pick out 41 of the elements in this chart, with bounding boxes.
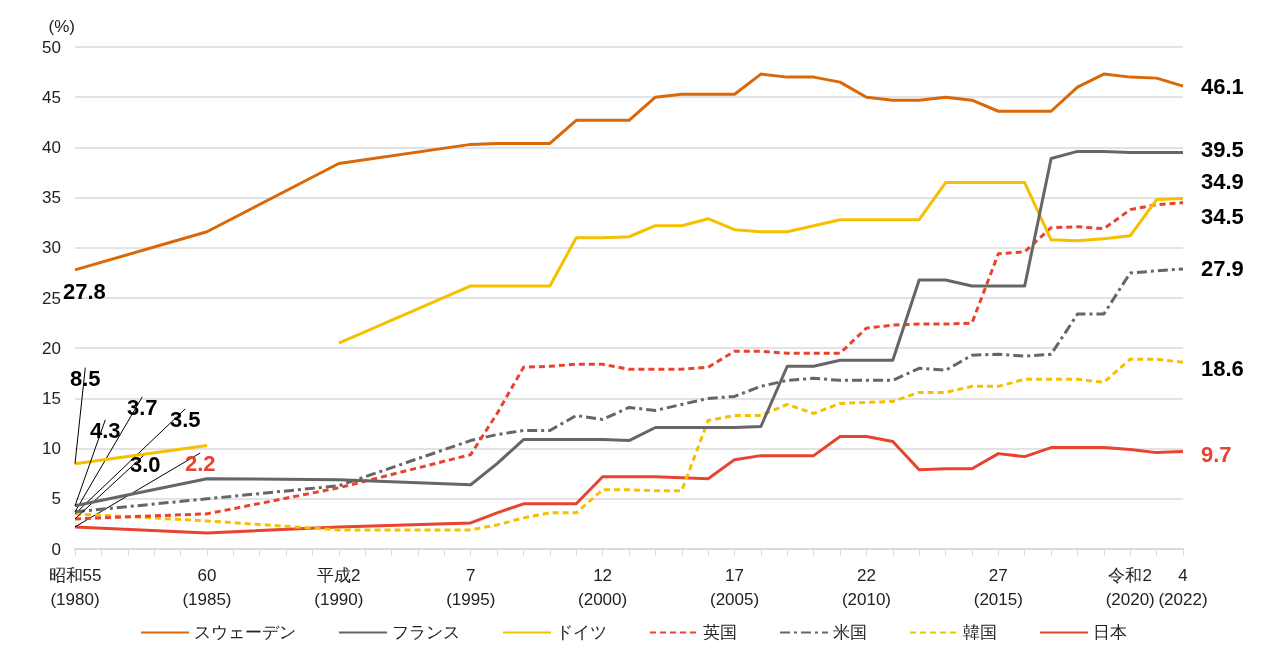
y-tick-label: 30 [42, 238, 61, 258]
x-tick-label: 22 (2010) [841, 565, 892, 609]
data-label: 3.0 [130, 452, 161, 478]
data-label: 27.8 [63, 279, 106, 305]
legend-label: 韓国 [963, 623, 997, 642]
data-label: 2.2 [185, 451, 216, 477]
x-tick-label: 7 (1995) [446, 565, 496, 609]
x-tick-label: 17 (2005) [709, 565, 760, 609]
y-tick-label: 40 [42, 137, 61, 157]
y-tick-label: 15 [42, 388, 61, 408]
y-tick-label: 5 [51, 489, 61, 509]
x-tick-label: 平成2 (1990) [314, 565, 364, 609]
y-tick-label: 45 [42, 87, 61, 107]
data-label: 34.9 [1201, 169, 1244, 195]
x-tick-label: 12 (2000) [578, 565, 628, 609]
data-label: 46.1 [1201, 73, 1244, 99]
legend-label: 日本 [1093, 623, 1127, 642]
x-tick-label: 令和2 (2020) [1105, 565, 1155, 609]
y-axis-title: (%) [48, 17, 75, 36]
y-tick-label: 10 [42, 439, 61, 459]
legend-label: 米国 [833, 623, 867, 642]
legend-label: スウェーデン [194, 623, 296, 642]
y-tick-label: 0 [51, 539, 61, 559]
x-tick-label: 昭和55 (1980) [48, 565, 102, 609]
y-tick-label: 50 [42, 37, 61, 57]
x-tick-label: 4 (2022) [1158, 565, 1208, 609]
data-label: 34.5 [1201, 204, 1244, 230]
data-label: 9.7 [1201, 442, 1232, 468]
y-tick-label: 35 [42, 188, 61, 208]
y-tick-label: 25 [42, 288, 61, 308]
x-tick-label: 27 (2015) [973, 565, 1023, 609]
y-tick-label: 20 [42, 338, 61, 358]
legend-label: ドイツ [556, 623, 607, 642]
data-label: 27.9 [1201, 256, 1244, 282]
data-label: 39.5 [1201, 136, 1244, 162]
data-label: 3.5 [170, 407, 201, 433]
legend-label: 英国 [703, 623, 737, 642]
x-tick-label: 60 (1985) [182, 565, 232, 609]
line-series [73, 72, 1185, 272]
data-label: 18.6 [1201, 355, 1244, 381]
legend-label: フランス [392, 623, 460, 642]
